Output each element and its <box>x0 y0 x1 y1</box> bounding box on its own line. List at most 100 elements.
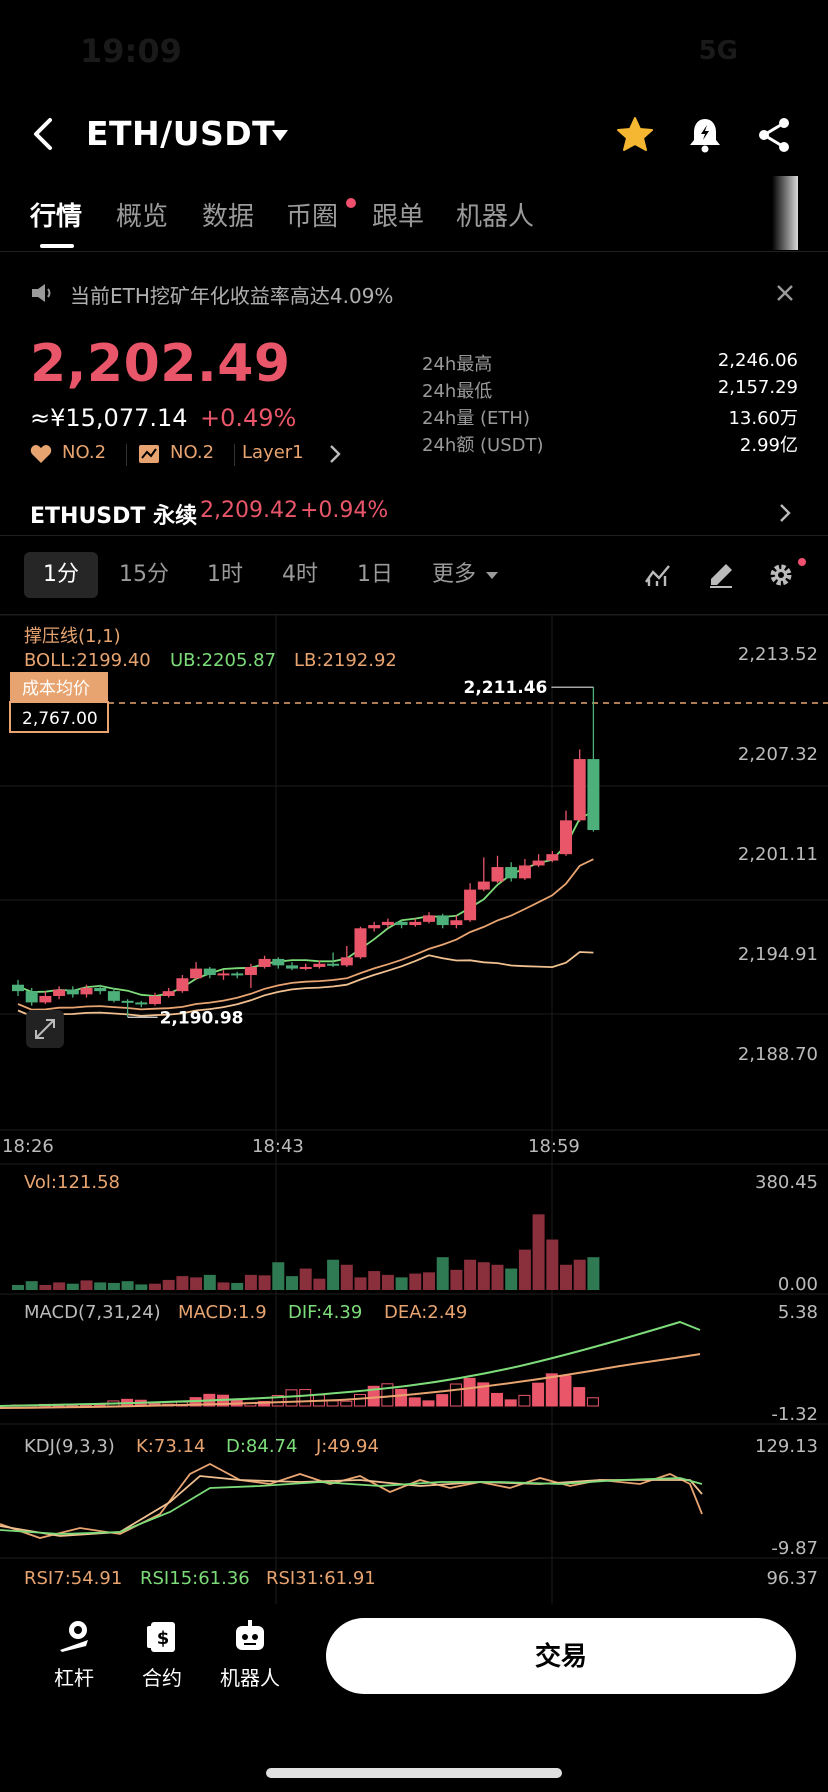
stat-volume: 24h量 (ETH) 13.60万 <box>422 404 798 431</box>
macd-bar <box>340 1400 353 1407</box>
indicator-icon[interactable] <box>644 562 672 588</box>
kdj-k-line <box>0 1462 703 1539</box>
stat-label: 24h额 (USDT) <box>422 435 544 456</box>
leverage-icon <box>60 1621 88 1652</box>
macd-bar <box>395 1388 408 1407</box>
tab-overview[interactable]: 概览 <box>116 202 169 232</box>
tab-copy-trade[interactable]: 跟单 <box>372 202 425 232</box>
low-label: 2,190.98 <box>160 1008 244 1028</box>
stat-high: 24h最高 2,246.06 <box>422 350 798 377</box>
interval-15m[interactable]: 15分 <box>119 562 169 587</box>
price-change: +0.49% <box>200 404 297 432</box>
interval-1m[interactable]: 1分 <box>24 552 98 598</box>
close-icon[interactable] <box>776 284 794 302</box>
candle-body <box>587 759 600 830</box>
volume-bar <box>450 1269 463 1290</box>
interval-1h[interactable]: 1时 <box>207 562 243 587</box>
dif-value: DIF:4.39 <box>288 1302 362 1323</box>
heart-rank-icon <box>30 445 52 463</box>
tab-notification-dot <box>346 198 356 208</box>
back-arrow-icon[interactable] <box>28 116 58 152</box>
macd-bar <box>449 1383 462 1407</box>
candle-body <box>39 995 52 1003</box>
volume-bar <box>176 1276 189 1290</box>
draw-pen-icon[interactable] <box>708 562 734 588</box>
candle-body <box>80 987 93 995</box>
candle-body <box>190 968 203 979</box>
candle-body <box>299 966 312 969</box>
kdj-tick: 129.13 <box>755 1436 818 1457</box>
overlay-title: 撑压线(1,1) <box>24 626 121 647</box>
contract-button[interactable]: $ 合约 <box>122 1618 202 1691</box>
trade-button[interactable]: 交易 <box>326 1618 796 1694</box>
24h-stats: 24h最高 2,246.06 24h最低 2,157.29 24h量 (ETH)… <box>422 350 798 458</box>
notice-text: 当前ETH挖矿年化收益率高达4.09% <box>70 284 394 308</box>
price-tick: 2,194.91 <box>738 944 818 965</box>
robot-icon <box>236 1620 264 1650</box>
candle-body <box>477 881 490 890</box>
stat-label: 24h最高 <box>422 354 493 375</box>
volume-bar <box>423 1272 435 1290</box>
tab-community[interactable]: 币圈 <box>286 202 339 232</box>
macd-bar <box>436 1394 449 1407</box>
perpetual-row[interactable]: ETHUSDT 永续 2,209.42 +0.94% <box>0 490 828 536</box>
high-label: 2,211.46 <box>464 678 548 698</box>
volume-bar <box>121 1281 134 1290</box>
extreme-labels: 2,211.46 2,190.98 <box>127 678 594 1028</box>
kdj-d-line <box>0 1477 703 1535</box>
interval-1d[interactable]: 1日 <box>357 562 393 587</box>
kdj-d-value: D:84.74 <box>226 1436 297 1457</box>
candle-body <box>107 991 120 1001</box>
tag-heart-rank: NO.2 <box>62 442 107 463</box>
share-icon[interactable] <box>756 116 792 154</box>
candle-body <box>286 965 298 969</box>
alert-bell-icon[interactable] <box>688 116 722 154</box>
tab-market[interactable]: 行情 <box>30 202 83 232</box>
candle-body <box>94 987 107 992</box>
volume-bar <box>39 1284 52 1290</box>
volume-bar <box>107 1282 120 1290</box>
gear-icon[interactable] <box>768 562 794 588</box>
tab-robot[interactable]: 机器人 <box>456 202 535 232</box>
volume-bar <box>587 1257 600 1290</box>
star-icon[interactable] <box>616 116 654 154</box>
candle-body <box>423 915 435 922</box>
leverage-button[interactable]: 杠杆 <box>34 1618 114 1691</box>
notice-bar[interactable]: 当前ETH挖矿年化收益率高达4.09% <box>0 272 828 316</box>
dea-value: DEA:2.49 <box>384 1302 467 1323</box>
tag-trend-rank: NO.2 <box>170 442 215 463</box>
candle-body <box>409 921 422 926</box>
cost-average-value: 2,767.00 <box>22 709 98 729</box>
stat-label: 24h量 (ETH) <box>422 408 530 429</box>
kdj-j-line <box>0 1475 703 1537</box>
svg-text:$: $ <box>157 1628 170 1649</box>
volume-bar <box>491 1264 504 1290</box>
caret-down-icon[interactable] <box>272 130 288 142</box>
volume-bar <box>532 1214 545 1290</box>
section-tabs: 行情 概览 数据 币圈 跟单 机器人 <box>0 190 828 252</box>
robot-button[interactable]: 机器人 <box>210 1618 290 1691</box>
interval-4h[interactable]: 4时 <box>282 562 318 587</box>
chart-grid <box>0 614 828 1604</box>
volume-bar <box>436 1257 449 1290</box>
candle-body <box>258 958 271 967</box>
time-tick: 18:26 <box>2 1136 54 1157</box>
candle-body <box>560 820 572 855</box>
status-signal: 5G <box>698 36 738 66</box>
volume-bar <box>354 1277 367 1290</box>
trend-rank-icon <box>139 445 159 463</box>
expand-icon[interactable] <box>26 1010 64 1048</box>
price-chart[interactable]: 撑压线(1,1) BOLL:2199.40 UB:2205.87 LB:2192… <box>0 614 828 1604</box>
candle-body <box>518 865 531 879</box>
interval-more[interactable]: 更多 <box>431 562 476 587</box>
candle-body <box>573 759 586 821</box>
caret-down-icon[interactable] <box>486 572 498 580</box>
candle-body <box>381 921 394 926</box>
time-tick: 18:43 <box>252 1136 304 1157</box>
macd-bar <box>326 1400 339 1407</box>
pair-title[interactable]: ETH/USDT <box>86 114 276 153</box>
candle-body <box>340 957 353 966</box>
candle-body <box>464 889 477 921</box>
header: ETH/USDT <box>0 100 828 170</box>
tab-data[interactable]: 数据 <box>202 202 255 232</box>
